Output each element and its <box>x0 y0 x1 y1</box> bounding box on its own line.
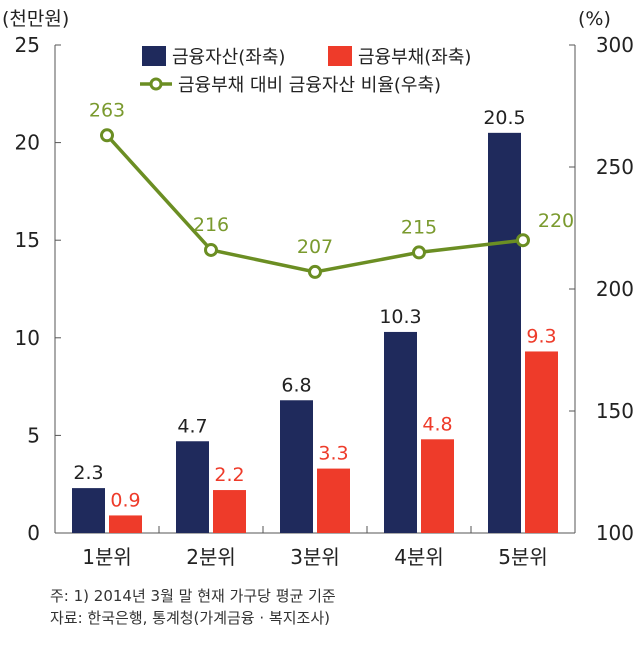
right-tick-label: 200 <box>596 277 634 301</box>
left-tick-label: 20 <box>15 131 40 155</box>
ratio-point <box>204 242 218 257</box>
bar <box>176 441 209 533</box>
ratio-point <box>100 128 114 143</box>
x-tick-label: 1분위 <box>82 545 132 569</box>
ratio-value-label: 216 <box>193 214 229 236</box>
left-tick-label: 15 <box>15 228 40 252</box>
legend-swatch-assets <box>142 46 166 66</box>
right-tick-label: 250 <box>596 155 634 179</box>
bar <box>109 515 142 533</box>
bar <box>317 468 350 533</box>
left-tick-label: 10 <box>15 326 40 350</box>
ratio-point <box>412 245 426 260</box>
ratio-point <box>516 233 530 248</box>
left-tick-label: 5 <box>27 423 40 447</box>
bar <box>421 439 454 533</box>
legend-label-ratio: 금융부채 대비 금융자산 비율(우축) <box>178 75 441 96</box>
bars-layer: 2.3 4.7 6.8 10.3 20.5 0.9 2.2 3.3 4.8 9.3 <box>72 107 558 533</box>
legend-label-liabilities: 금융부채(좌축) <box>358 47 471 68</box>
bar-value-label: 9.3 <box>526 325 556 347</box>
right-tick-label: 300 <box>596 33 634 57</box>
bar <box>525 351 558 533</box>
right-tick-label: 150 <box>596 399 634 423</box>
footnotes: 주: 1) 2014년 3월 말 현재 가구당 평균 기준 자료: 한국은행, … <box>50 585 336 629</box>
ratio-value-label: 207 <box>297 236 333 258</box>
footnote-source: 자료: 한국은행, 통계청(가계금융 · 복지조사) <box>50 609 330 627</box>
legend-marker-ratio <box>149 77 163 91</box>
x-tick-label: 5분위 <box>498 545 548 569</box>
right-tick-label: 100 <box>596 521 634 545</box>
ratio-value-label: 263 <box>89 99 125 121</box>
bar <box>488 132 521 533</box>
bar-value-label: 4.8 <box>422 413 452 435</box>
bar-value-label: 2.3 <box>73 462 103 484</box>
line-layer: 263 216 207 215 220 <box>89 99 574 279</box>
bar-value-label: 3.3 <box>318 443 348 465</box>
bar-value-label: 2.2 <box>214 464 244 486</box>
bar <box>213 490 246 533</box>
ratio-point <box>308 264 322 279</box>
legend-label-assets: 금융자산(좌축) <box>172 47 285 68</box>
chart-svg: 0 5 10 15 20 25 100 150 200 250 300 1분위 2분위 3분위 4분위 5분위… <box>2 8 634 569</box>
legend: 금융자산(좌축) 금융부채(좌축) 금융부채 대비 금융자산 비율(우축) <box>140 46 471 96</box>
ratio-value-label: 215 <box>401 216 437 238</box>
bar-value-label: 20.5 <box>483 107 525 129</box>
left-axis-unit: (천만원) <box>2 8 69 30</box>
ratio-value-label: 220 <box>538 210 574 232</box>
x-tick-label: 4분위 <box>394 545 444 569</box>
left-tick-label: 25 <box>15 33 40 57</box>
footnote-note: 주: 1) 2014년 3월 말 현재 가구당 평균 기준 <box>50 587 336 605</box>
bar-value-label: 4.7 <box>177 415 207 437</box>
bar <box>72 488 105 533</box>
left-tick-label: 0 <box>27 521 40 545</box>
bar-value-label: 6.8 <box>281 374 311 396</box>
axes-layer: 0 5 10 15 20 25 100 150 200 250 300 1분위 2분위 3분위 4분위 5분위… <box>2 8 634 569</box>
legend-swatch-liabilities <box>328 46 352 66</box>
bar <box>384 331 417 533</box>
bar-value-label: 0.9 <box>110 489 140 511</box>
x-tick-label: 2분위 <box>186 545 236 569</box>
x-tick-label: 3분위 <box>290 545 340 569</box>
bar-value-label: 10.3 <box>379 306 421 328</box>
bar <box>280 400 313 533</box>
right-axis-unit: (%) <box>578 8 611 30</box>
